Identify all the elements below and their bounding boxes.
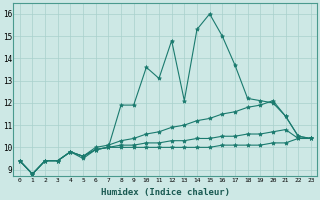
- X-axis label: Humidex (Indice chaleur): Humidex (Indice chaleur): [101, 188, 230, 197]
